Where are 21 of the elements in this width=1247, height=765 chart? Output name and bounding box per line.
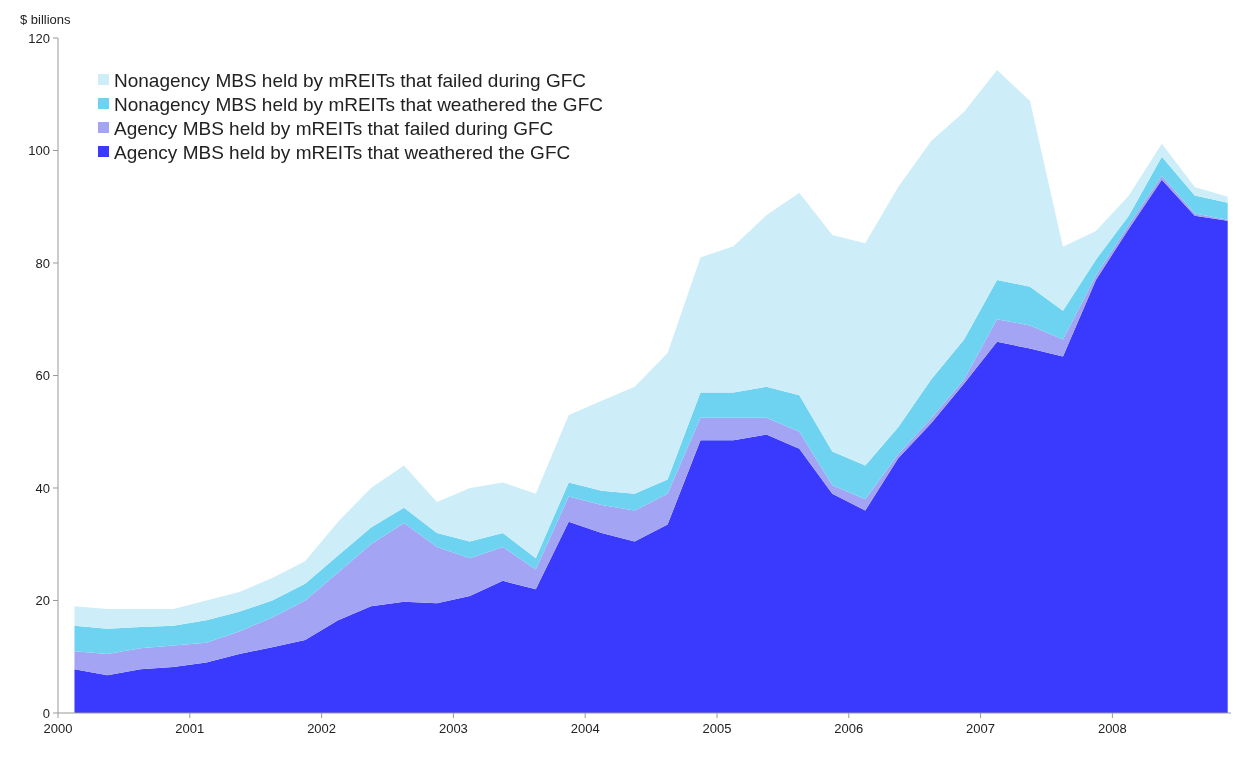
y-tick-label: 100 xyxy=(28,143,50,159)
y-tick-label: 20 xyxy=(35,593,50,609)
x-tick-label: 2007 xyxy=(966,721,996,736)
y-axis-title: $ billions xyxy=(20,12,72,27)
x-tick-label: 2008 xyxy=(1097,721,1127,736)
x-tick-label: 2001 xyxy=(175,721,205,736)
legend-label: Nonagency MBS held by mREITs that weathered the GFC xyxy=(114,93,603,115)
legend-label: Agency MBS held by mREITs that failed during GFC xyxy=(114,117,554,139)
legend-label: Agency MBS held by mREITs that weathered the GFC xyxy=(114,141,571,163)
y-tick-label: 60 xyxy=(35,368,50,384)
y-tick-label: 0 xyxy=(42,705,50,721)
x-tick-label: 2003 xyxy=(438,721,468,736)
x-tick-label: 2005 xyxy=(702,721,732,736)
y-tick-label: 120 xyxy=(28,30,50,46)
x-tick-label: 2000 xyxy=(43,721,73,736)
x-tick-label: 2002 xyxy=(307,721,337,736)
x-tick-label: 2004 xyxy=(570,721,600,736)
y-tick-label: 80 xyxy=(35,255,50,271)
x-tick-label: 2006 xyxy=(834,721,864,736)
legend-label: Nonagency MBS held by mREITs that failed during GFC xyxy=(114,69,587,91)
y-tick-label: 40 xyxy=(35,480,50,496)
